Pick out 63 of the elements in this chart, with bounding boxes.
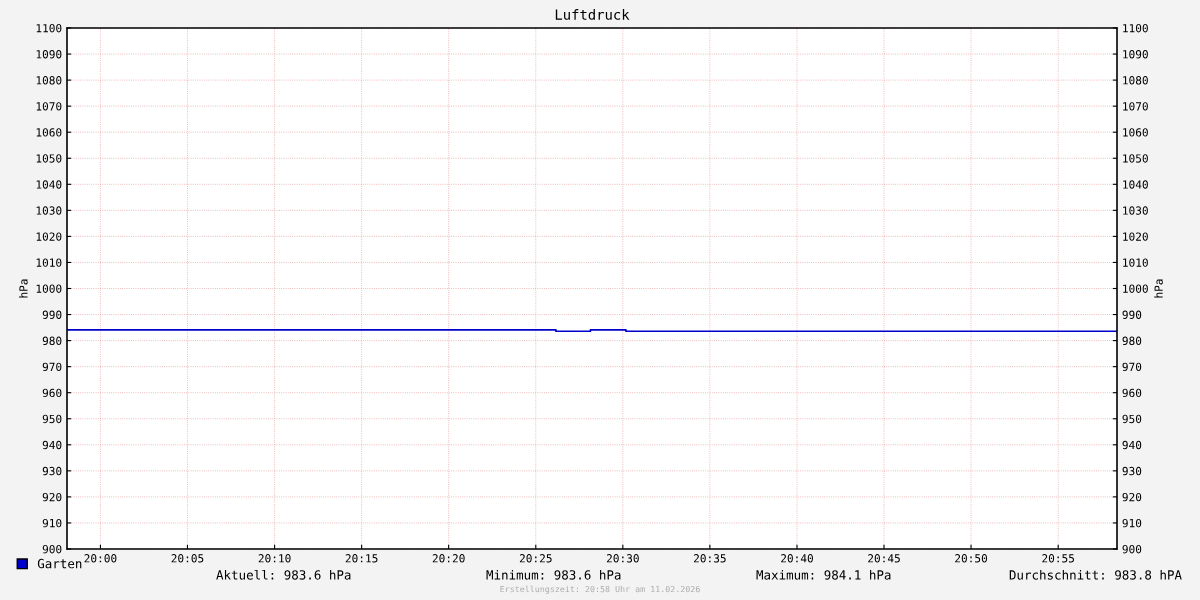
y2-tick-label: 900 bbox=[1122, 545, 1142, 554]
y2-tick-label: 1090 bbox=[1123, 50, 1148, 59]
y-tick-label: 1050 bbox=[36, 154, 62, 163]
y-tick-label: 980 bbox=[42, 336, 62, 346]
text: Maximum: 984.1 hPa bbox=[756, 569, 891, 580]
x-tick-label: 20:30 bbox=[606, 554, 639, 563]
y-tick-label: 1090 bbox=[36, 50, 62, 59]
y2-tick-label: 1100 bbox=[1123, 24, 1148, 33]
x-tick-label: 20:45 bbox=[868, 554, 900, 563]
y-tick-label: 940 bbox=[42, 440, 62, 450]
legend-label: Garten bbox=[37, 558, 82, 569]
x-tick-label: 20:00 bbox=[84, 554, 117, 563]
y2-tick-label: 1040 bbox=[1123, 180, 1148, 189]
x-tick-label: 20:25 bbox=[519, 554, 552, 563]
x-tick-label: 20:50 bbox=[955, 554, 988, 563]
y-tick-label: 950 bbox=[42, 414, 62, 424]
y-axis-title: hPa bbox=[19, 279, 28, 298]
x-tick-label: 20:35 bbox=[693, 554, 726, 563]
y2-tick-label: 990 bbox=[1122, 310, 1142, 319]
x-tick-label: 20:10 bbox=[258, 554, 291, 563]
y-tick-label: 1080 bbox=[36, 76, 62, 85]
x-tick-label: 20:40 bbox=[781, 554, 813, 563]
y-tick-label: 1040 bbox=[36, 180, 62, 189]
y-tick-label: 920 bbox=[42, 492, 62, 502]
y-tick-label: 960 bbox=[42, 388, 62, 398]
y2-tick-label: 930 bbox=[1122, 466, 1142, 476]
x-tick-label: 20:15 bbox=[345, 554, 378, 563]
y-tick-label: 1000 bbox=[36, 284, 62, 293]
y-tick-label: 1060 bbox=[36, 128, 62, 137]
y2-tick-label: 1030 bbox=[1123, 206, 1148, 215]
y2-tick-label: 980 bbox=[1122, 336, 1142, 346]
y2-tick-label: 1010 bbox=[1123, 258, 1148, 267]
text: Durchschnitt: 983.8 hPA bbox=[1009, 569, 1182, 580]
y-tick-label: 1010 bbox=[36, 258, 62, 267]
text: Minimum: 983.6 hPa bbox=[486, 569, 621, 580]
y-tick-label: 900 bbox=[42, 545, 62, 554]
x-tick-label: 20:05 bbox=[171, 554, 204, 563]
text: Erstellungszeit: 20:58 Uhr am 11.02.2026 bbox=[500, 585, 700, 594]
y-tick-label: 930 bbox=[42, 466, 62, 476]
y2-tick-label: 920 bbox=[1122, 492, 1142, 502]
y2-tick-label: 960 bbox=[1122, 388, 1142, 398]
y2-tick-label: 1080 bbox=[1123, 76, 1148, 85]
y2-tick-label: 1060 bbox=[1123, 128, 1148, 137]
y2-tick-label: 970 bbox=[1122, 362, 1142, 372]
y-tick-label: 990 bbox=[42, 310, 62, 319]
y-tick-label: 1070 bbox=[36, 102, 62, 111]
y2-tick-label: 950 bbox=[1122, 414, 1142, 424]
y2-tick-label: 910 bbox=[1122, 518, 1142, 528]
y2-tick-label: 1020 bbox=[1123, 232, 1148, 241]
x-tick-label: 20:20 bbox=[432, 554, 465, 563]
text: Aktuell: 983.6 hPa bbox=[216, 569, 351, 580]
y2-tick-label: 940 bbox=[1122, 440, 1142, 450]
x-tick-label: 20:55 bbox=[1042, 554, 1075, 563]
y2-axis-title: hPa bbox=[1154, 279, 1163, 298]
y-tick-label: 970 bbox=[42, 362, 62, 372]
y2-tick-label: 1050 bbox=[1123, 154, 1148, 163]
y-tick-label: 1030 bbox=[36, 206, 62, 215]
chart-title: Luftdruck bbox=[555, 9, 630, 20]
y-tick-label: 1100 bbox=[36, 24, 62, 33]
y-tick-label: 1020 bbox=[36, 232, 62, 241]
y2-tick-label: 1000 bbox=[1123, 284, 1148, 293]
y-tick-label: 910 bbox=[42, 518, 62, 528]
y2-tick-label: 1070 bbox=[1123, 102, 1148, 111]
